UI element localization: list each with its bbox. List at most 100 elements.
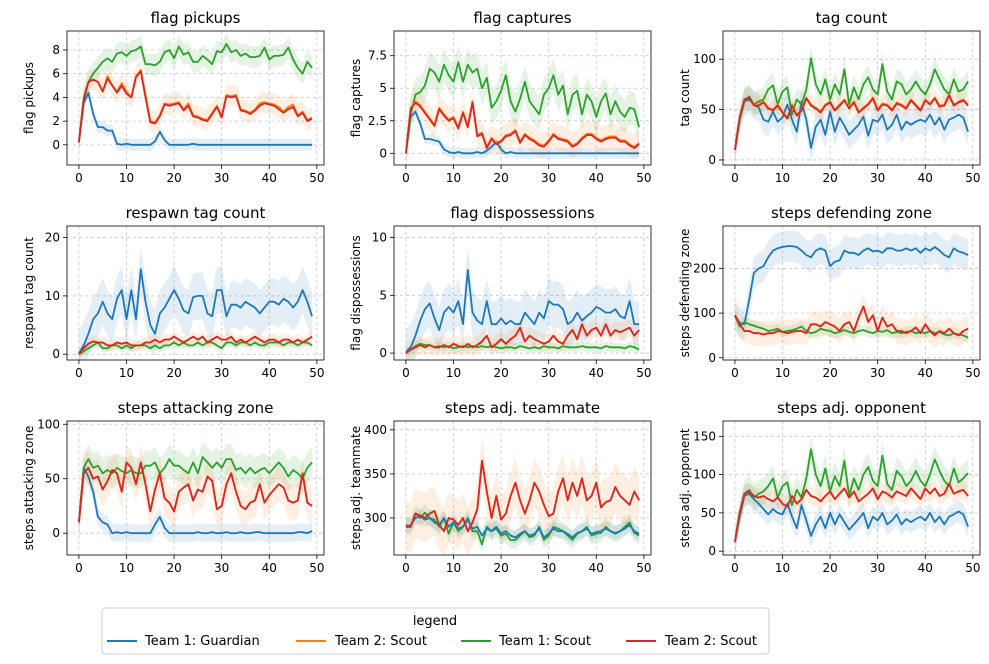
x-tick-label: 40: [589, 561, 604, 575]
x-tick-label: 10: [775, 366, 790, 380]
series-line: [78, 335, 313, 355]
x-tick-label: 20: [166, 561, 181, 575]
x-tick-label: 30: [870, 171, 885, 185]
x-tick-label: 10: [775, 171, 790, 185]
confidence-band: [405, 246, 640, 360]
x-tick-label: 0: [731, 171, 739, 185]
x-tick-label: 50: [636, 171, 651, 185]
y-axis-label: tag count: [678, 69, 692, 127]
confidence-band: [78, 245, 313, 360]
axes-frame: [393, 30, 652, 166]
x-tick-label: 10: [119, 366, 134, 380]
x-tick-label: 40: [589, 366, 604, 380]
y-tick-label: 100: [693, 306, 716, 320]
series-line: [78, 456, 313, 523]
confidence-band: [405, 339, 640, 358]
y-axis-label: steps attacking zone: [22, 426, 36, 551]
legend-label: Team 1: Scout: [498, 634, 591, 649]
x-tick-label: 0: [75, 561, 83, 575]
subplot-title: flag dispossessions: [450, 204, 594, 222]
y-tick-label: 2.5: [368, 114, 387, 128]
confidence-band: [734, 230, 969, 340]
axes-frame: [66, 30, 325, 166]
legend-entry: Team 2: Scout: [626, 634, 757, 649]
x-tick-label: 10: [446, 366, 461, 380]
plot-area: [78, 441, 313, 542]
y-axis-label: flag pickups: [22, 62, 36, 134]
y-tick-label: 100: [37, 417, 60, 431]
x-tick-label: 30: [541, 366, 556, 380]
axes-frame: [393, 225, 652, 361]
x-tick-label: 30: [214, 366, 229, 380]
confidence-band: [734, 293, 969, 348]
y-tick-label: 0: [379, 146, 387, 160]
x-tick-label: 30: [541, 171, 556, 185]
x-tick-label: 50: [309, 171, 324, 185]
axes-frame: [66, 225, 325, 361]
series-line: [734, 448, 969, 543]
y-tick-label: 20: [45, 231, 60, 245]
plot-area: [405, 246, 640, 360]
series-line: [734, 482, 969, 543]
y-tick-label: 50: [701, 103, 716, 117]
legend-entry: Team 1: Scout: [461, 634, 591, 649]
series-line: [405, 101, 640, 154]
confidence-band: [78, 441, 313, 538]
y-tick-label: 5: [379, 81, 387, 95]
y-tick-label: 10: [45, 289, 60, 303]
series-line: [78, 461, 313, 523]
series-line: [734, 94, 969, 151]
x-tick-label: 20: [493, 366, 508, 380]
y-tick-label: 5: [379, 288, 387, 302]
series-line: [78, 466, 313, 535]
x-tick-label: 40: [918, 366, 933, 380]
series-line: [405, 515, 640, 539]
subplot-title: steps adj. opponent: [777, 399, 926, 417]
y-tick-label: 8: [52, 43, 60, 57]
legend-frame: [101, 607, 770, 655]
subplot: 0 10 20 30 40 50 0 10 20 respawn tag count respawn…: [22, 204, 325, 380]
legend-entry: Team 1: Guardian: [107, 634, 260, 649]
plot-area: [734, 435, 969, 555]
y-axis-label: steps adj. opponent: [678, 428, 692, 547]
confidence-band: [734, 474, 969, 552]
confidence-band: [405, 503, 640, 554]
series-line: [78, 341, 313, 355]
x-tick-label: 20: [822, 171, 837, 185]
x-tick-label: 30: [214, 561, 229, 575]
x-tick-label: 20: [493, 561, 508, 575]
legend: legend Team 1: Guardian Team 2: Scout Te…: [101, 607, 770, 655]
y-axis-label: flag dispossessions: [349, 235, 363, 350]
series-line: [405, 323, 640, 354]
y-axis-label: steps defending zone: [678, 229, 692, 358]
confidence-band: [405, 509, 640, 545]
series-line: [734, 98, 969, 151]
x-tick-label: 20: [166, 366, 181, 380]
y-tick-label: 0: [708, 351, 716, 365]
x-tick-label: 30: [870, 366, 885, 380]
x-tick-label: 50: [965, 171, 980, 185]
x-tick-label: 20: [166, 171, 181, 185]
subplot-title: flag pickups: [151, 9, 241, 27]
axes-frame: [722, 30, 981, 166]
x-tick-label: 0: [402, 561, 410, 575]
y-axis-label: flag captures: [349, 59, 363, 138]
y-tick-label: 50: [45, 472, 60, 486]
x-tick-label: 0: [402, 366, 410, 380]
plot-area: [78, 245, 313, 360]
confidence-band: [78, 59, 313, 154]
y-tick-label: 0: [708, 153, 716, 167]
y-tick-label: 10: [372, 231, 387, 245]
y-tick-label: 100: [693, 468, 716, 482]
x-tick-label: 40: [918, 561, 933, 575]
x-tick-label: 10: [119, 171, 134, 185]
x-tick-label: 50: [965, 561, 980, 575]
x-tick-label: 40: [262, 171, 277, 185]
series-line: [78, 91, 313, 146]
x-tick-label: 20: [822, 561, 837, 575]
x-tick-label: 30: [870, 561, 885, 575]
plot-area: [734, 230, 969, 348]
y-tick-label: 0: [52, 138, 60, 152]
x-tick-label: 0: [75, 366, 83, 380]
